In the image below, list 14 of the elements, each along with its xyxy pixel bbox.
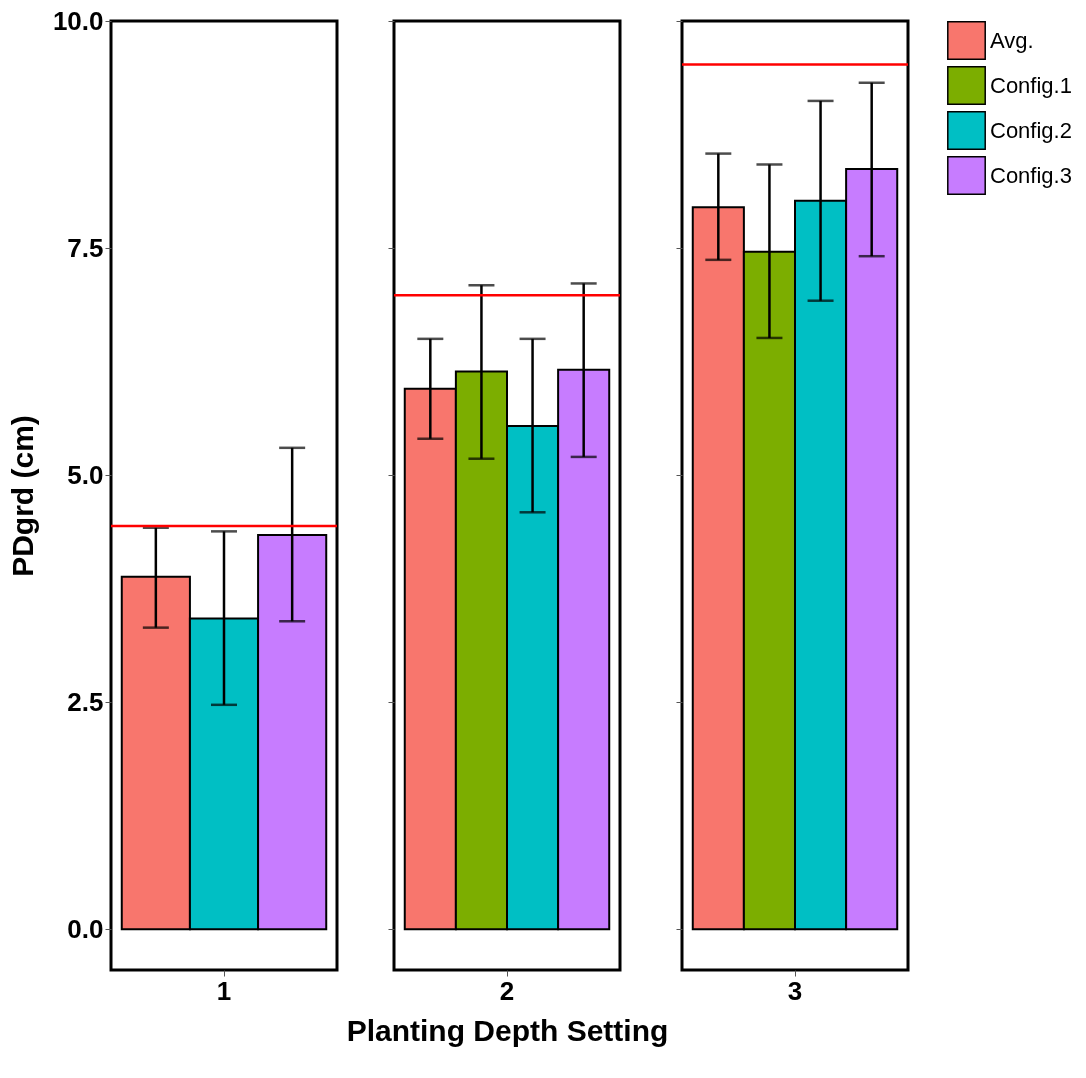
y-tick-label: 0.0 (67, 913, 104, 944)
legend-label: Config.3 (990, 162, 1072, 188)
legend-label: Config.2 (990, 117, 1072, 143)
legend-label: Config.1 (990, 72, 1072, 98)
y-axis-title: PDgrd (cm) (5, 415, 39, 577)
y-tick-label: 5.0 (67, 459, 104, 490)
y-tick-label: 2.5 (67, 686, 104, 717)
x-tick-label: 1 (216, 975, 232, 1006)
legend-label: Avg. (990, 27, 1034, 53)
x-tick-label: 3 (787, 975, 803, 1006)
x-axis-title: Planting Depth Setting (346, 1013, 669, 1047)
y-tick-label: 7.5 (67, 232, 104, 263)
y-tick-label: 10.0 (52, 5, 104, 36)
x-tick-label: 2 (499, 975, 515, 1006)
